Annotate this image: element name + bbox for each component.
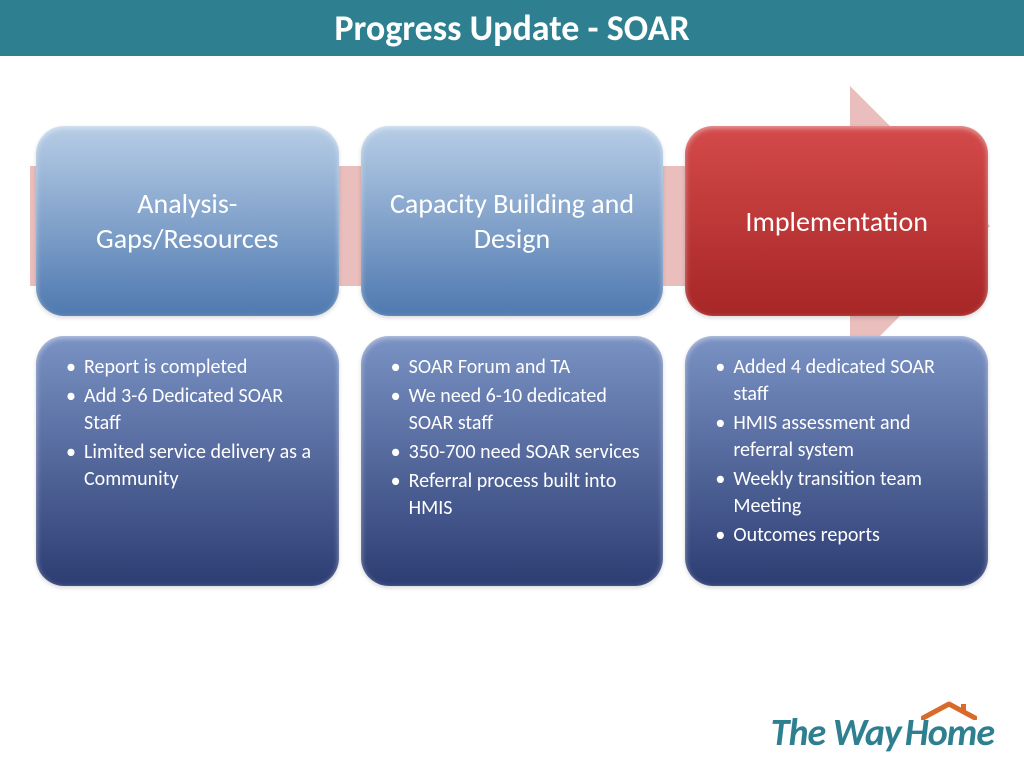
- list-item: 350-700 need SOAR services: [389, 439, 642, 466]
- list-item: We need 6-10 dedicated SOAR staff: [389, 383, 642, 437]
- list-item: Add 3-6 Dedicated SOAR Staff: [64, 383, 317, 437]
- phase-column-3: Implementation Added 4 dedicated SOAR st…: [685, 126, 988, 586]
- phase-title-1: Analysis- Gaps/Resources: [58, 186, 317, 256]
- slide-title: Progress Update - SOAR: [0, 0, 1024, 56]
- phase-title-2: Capacity Building and Design: [383, 186, 642, 256]
- list-item: Limited service delivery as a Community: [64, 439, 317, 493]
- phase-title-card-3: Implementation: [685, 126, 988, 316]
- logo-text-part2: Home: [905, 710, 994, 756]
- phase-title-card-1: Analysis- Gaps/Resources: [36, 126, 339, 316]
- list-item: Weekly transition team Meeting: [713, 466, 966, 520]
- phase-detail-card-3: Added 4 dedicated SOAR staffHMIS assessm…: [685, 336, 988, 586]
- phase-column-2: Capacity Building and Design SOAR Forum …: [361, 126, 664, 586]
- phase-bullets-2: SOAR Forum and TAWe need 6-10 dedicated …: [383, 354, 642, 522]
- phase-detail-card-2: SOAR Forum and TAWe need 6-10 dedicated …: [361, 336, 664, 586]
- list-item: Report is completed: [64, 354, 317, 381]
- list-item: HMIS assessment and referral system: [713, 410, 966, 464]
- list-item: Referral process built into HMIS: [389, 468, 642, 522]
- phase-column-1: Analysis- Gaps/Resources Report is compl…: [36, 126, 339, 586]
- list-item: Added 4 dedicated SOAR staff: [713, 354, 966, 408]
- phase-detail-card-1: Report is completedAdd 3-6 Dedicated SOA…: [36, 336, 339, 586]
- roof-icon: [921, 700, 977, 720]
- phase-title-card-2: Capacity Building and Design: [361, 126, 664, 316]
- list-item: SOAR Forum and TA: [389, 354, 642, 381]
- footer-logo: The Way Home: [771, 710, 994, 756]
- slide-content: Analysis- Gaps/Resources Report is compl…: [0, 56, 1024, 768]
- phase-columns: Analysis- Gaps/Resources Report is compl…: [36, 126, 988, 586]
- phase-bullets-1: Report is completedAdd 3-6 Dedicated SOA…: [58, 354, 317, 493]
- phase-title-3: Implementation: [745, 204, 928, 239]
- logo-text-part1: The Way: [771, 710, 901, 756]
- list-item: Outcomes reports: [713, 522, 966, 549]
- phase-bullets-3: Added 4 dedicated SOAR staffHMIS assessm…: [707, 354, 966, 549]
